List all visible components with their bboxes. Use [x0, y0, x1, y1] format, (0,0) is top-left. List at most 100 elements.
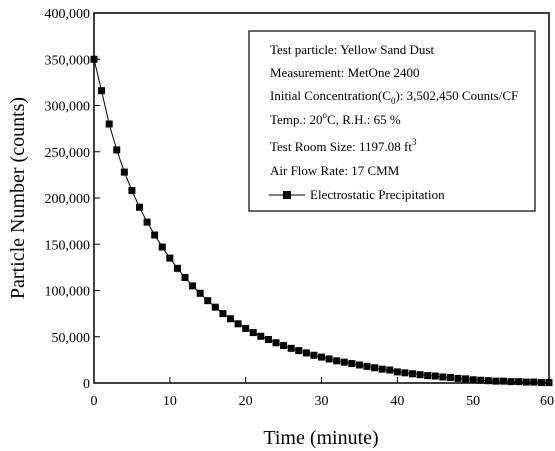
data-point-marker: [120, 168, 128, 176]
x-tick-label: 20: [239, 394, 253, 409]
y-tick-label: 400,000: [45, 7, 91, 22]
data-point-marker: [348, 360, 356, 368]
data-point-marker: [287, 344, 295, 352]
y-tick-label: 300,000: [45, 100, 91, 115]
data-point-marker: [484, 377, 492, 385]
legend-series-label: Electrostatic Precipitation: [310, 187, 445, 202]
data-point-marker: [105, 120, 113, 128]
annotation-initial-concentration: Initial Concentration(C0): 3,502,450 Cou…: [270, 88, 518, 106]
x-tick-label: 30: [315, 394, 329, 409]
data-point-marker: [264, 336, 272, 344]
legend-series-marker: [283, 191, 291, 199]
data-point-marker: [333, 357, 341, 365]
data-point-marker: [196, 289, 204, 297]
data-point-marker: [310, 351, 318, 359]
data-point-marker: [325, 355, 333, 363]
series-markers: [90, 55, 553, 387]
data-point-marker: [371, 364, 379, 372]
data-point-marker: [530, 378, 538, 386]
data-point-marker: [249, 329, 257, 337]
data-point-marker: [318, 353, 325, 361]
data-point-marker: [181, 274, 189, 282]
data-point-marker: [257, 332, 265, 340]
y-tick-label: 200,000: [45, 192, 91, 207]
data-point-marker: [363, 362, 371, 370]
data-point-marker: [113, 146, 121, 154]
data-point-marker: [340, 358, 348, 366]
y-axis: 0 50,000 100,000 150,000 200,000 250,000 300,0…: [45, 7, 100, 392]
data-point-marker: [98, 87, 106, 95]
data-point-marker: [507, 378, 515, 386]
annotation-temperature-part1: Temp.: 20: [270, 112, 323, 127]
data-point-marker: [545, 379, 553, 387]
legend-box: Test particle: Yellow Sand Dust Measurem…: [248, 30, 536, 212]
data-point-marker: [424, 372, 432, 380]
x-tick-label: 60: [540, 394, 554, 409]
data-point-marker: [280, 342, 288, 350]
annotation-room-size: Test Room Size: 1197.08 ft3: [270, 137, 417, 154]
annotation-temperature-part2: C, R.H.: 65 %: [327, 112, 401, 127]
data-point-marker: [227, 315, 234, 323]
data-point-marker: [158, 243, 166, 251]
y-tick-label: 0: [83, 377, 90, 392]
y-tick-label: 250,000: [45, 146, 91, 161]
data-point-marker: [416, 371, 424, 379]
data-point-marker: [522, 378, 530, 386]
x-tick-label: 40: [390, 394, 404, 409]
data-point-marker: [90, 55, 98, 63]
data-point-marker: [211, 303, 219, 311]
data-point-marker: [439, 373, 447, 381]
x-tick-label: 0: [91, 394, 98, 409]
data-point-marker: [431, 372, 439, 380]
data-point-marker: [166, 254, 174, 262]
data-point-marker: [446, 373, 454, 381]
y-tick-label: 350,000: [45, 53, 91, 68]
data-point-marker: [409, 370, 416, 378]
y-tick-label: 100,000: [45, 285, 91, 300]
data-point-marker: [272, 339, 280, 347]
data-point-marker: [189, 282, 197, 290]
annotation-superscript-three: 3: [412, 137, 417, 147]
annotation-initial-concentration-part1: Initial Concentration(C: [270, 88, 391, 103]
data-point-marker: [462, 375, 470, 383]
data-point-marker: [386, 366, 394, 374]
data-point-marker: [515, 378, 523, 386]
data-point-marker: [143, 218, 151, 226]
annotation-temperature: Temp.: 20oC, R.H.: 65 %: [270, 110, 401, 127]
data-point-marker: [469, 376, 477, 384]
data-point-marker: [393, 368, 401, 376]
data-point-marker: [477, 376, 485, 384]
legend-border: [248, 30, 536, 212]
y-tick-label: 50,000: [52, 331, 91, 346]
annotation-test-particle: Test particle: Yellow Sand Dust: [270, 42, 434, 57]
data-point-marker: [355, 361, 363, 369]
x-axis-title: Time (minute): [263, 427, 378, 449]
data-point-marker: [204, 297, 212, 305]
data-point-marker: [128, 187, 136, 195]
x-tick-label: 10: [163, 394, 177, 409]
data-point-marker: [242, 324, 250, 332]
data-point-marker: [500, 377, 507, 385]
x-axis: 0 10 20 30 40 50 60: [91, 377, 554, 409]
data-point-marker: [401, 369, 409, 377]
annotation-air-flow-rate: Air Flow Rate: 17 CMM: [270, 163, 400, 178]
annotation-subscript-zero: 0: [391, 96, 396, 106]
annotation-initial-concentration-part2: ): 3,502,450 Counts/CF: [395, 88, 518, 103]
data-point-marker: [492, 377, 500, 385]
data-point-marker: [234, 320, 242, 328]
data-point-marker: [378, 365, 386, 373]
data-point-marker: [219, 310, 227, 318]
annotation-degree-symbol: o: [323, 110, 328, 120]
y-tick-label: 150,000: [45, 238, 91, 253]
annotation-room-size-part1: Test Room Size: 1197.08 ft: [270, 139, 412, 154]
data-point-marker: [295, 347, 303, 355]
y-axis-title: Particle Number (counts): [7, 97, 29, 299]
data-point-marker: [173, 264, 181, 272]
data-point-marker: [537, 379, 545, 387]
data-point-marker: [151, 231, 159, 239]
x-tick-label: 50: [466, 394, 480, 409]
data-point-marker: [136, 203, 143, 211]
data-point-marker: [454, 374, 462, 382]
data-point-marker: [302, 349, 310, 357]
